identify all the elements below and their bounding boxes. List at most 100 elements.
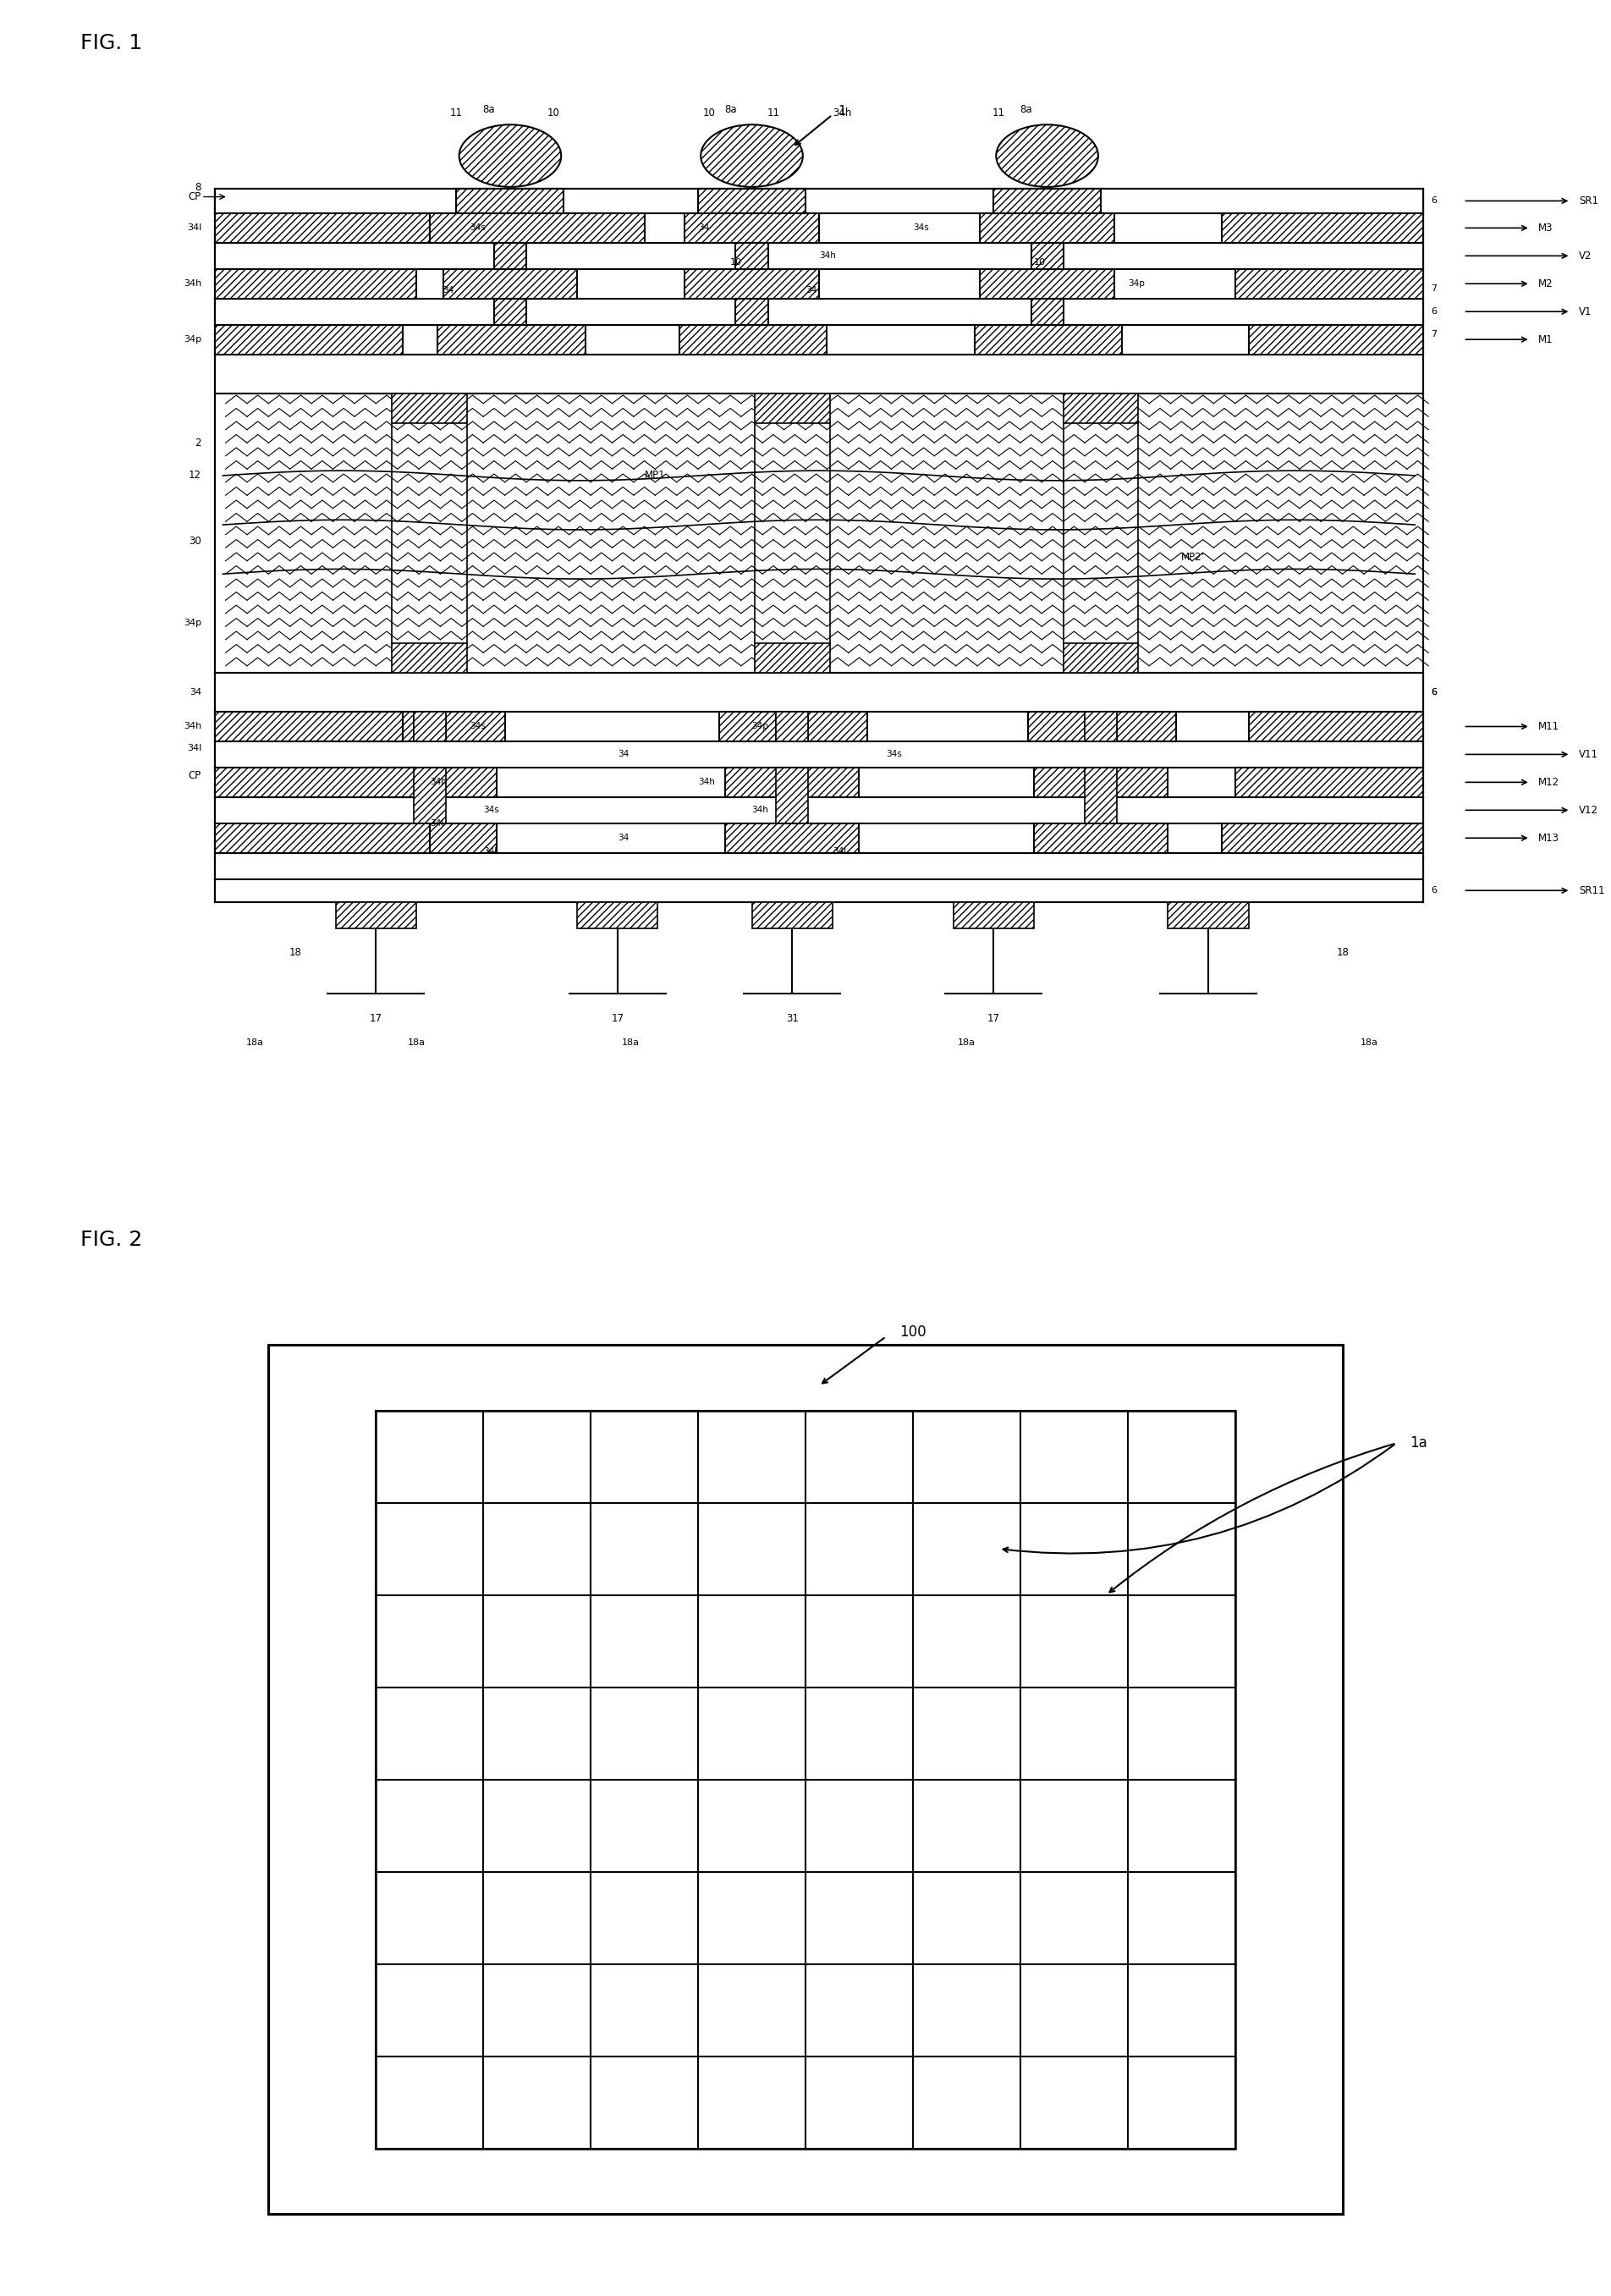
Bar: [335, 902, 416, 928]
Text: 34s: 34s: [470, 223, 487, 232]
Text: 18: 18: [288, 948, 301, 957]
Bar: [577, 902, 657, 928]
Bar: [1084, 712, 1116, 742]
Bar: [214, 673, 1423, 902]
Bar: [358, 712, 504, 742]
Bar: [443, 269, 577, 298]
Bar: [1063, 643, 1139, 673]
Text: 34p: 34p: [1128, 280, 1144, 287]
Bar: [685, 214, 818, 243]
Bar: [269, 1345, 1342, 2213]
Bar: [430, 214, 644, 243]
Text: 18a: 18a: [1360, 1038, 1379, 1047]
Bar: [214, 673, 1423, 712]
Text: M11: M11: [1539, 721, 1559, 732]
Text: 18a: 18a: [408, 1038, 425, 1047]
Text: 11: 11: [992, 108, 1005, 119]
Bar: [736, 243, 768, 269]
Text: V1: V1: [1579, 305, 1592, 317]
Text: 18a: 18a: [622, 1038, 640, 1047]
Bar: [362, 767, 496, 797]
Bar: [214, 742, 1423, 767]
Bar: [1236, 269, 1423, 298]
Text: 34: 34: [190, 689, 201, 696]
Text: 10: 10: [702, 108, 715, 119]
Bar: [456, 188, 564, 214]
Bar: [1084, 767, 1116, 824]
Text: MP2': MP2': [1181, 551, 1205, 563]
Text: 34p: 34p: [184, 335, 201, 344]
Bar: [725, 824, 859, 852]
Text: 34: 34: [443, 287, 454, 294]
Bar: [214, 712, 403, 742]
Bar: [1063, 393, 1139, 422]
Text: 1a: 1a: [1410, 1435, 1427, 1451]
Bar: [685, 269, 818, 298]
Text: 34l: 34l: [187, 744, 201, 753]
Text: 34l: 34l: [833, 847, 846, 856]
Text: FIG. 2: FIG. 2: [81, 1231, 142, 1251]
Bar: [214, 824, 430, 852]
Text: 11: 11: [449, 108, 462, 119]
Text: 2: 2: [195, 436, 201, 448]
Bar: [979, 214, 1115, 243]
Bar: [954, 902, 1034, 928]
Bar: [736, 298, 768, 324]
Text: 34l: 34l: [483, 847, 498, 856]
Bar: [680, 324, 826, 354]
Bar: [495, 298, 527, 324]
Text: 17: 17: [611, 1013, 623, 1024]
Bar: [994, 188, 1100, 214]
Text: M2: M2: [1539, 278, 1553, 289]
Bar: [414, 712, 446, 742]
Bar: [214, 767, 416, 797]
Text: 18a: 18a: [957, 1038, 976, 1047]
Bar: [214, 188, 1423, 354]
Text: 10: 10: [730, 257, 743, 266]
Text: V11: V11: [1579, 748, 1598, 760]
Bar: [438, 324, 585, 354]
Text: 34s: 34s: [470, 723, 487, 730]
Text: M1: M1: [1539, 333, 1553, 344]
Bar: [214, 188, 1423, 214]
Text: 17: 17: [988, 1013, 1000, 1024]
Bar: [214, 269, 416, 298]
Bar: [214, 797, 1423, 824]
Bar: [1249, 712, 1423, 742]
Text: MP1: MP1: [644, 471, 665, 482]
Text: 34: 34: [698, 223, 709, 232]
Text: 1: 1: [838, 106, 846, 117]
Text: CP: CP: [188, 769, 201, 781]
Bar: [1028, 712, 1176, 742]
Bar: [214, 324, 403, 354]
Text: 34h: 34h: [752, 806, 768, 815]
Text: V12: V12: [1579, 804, 1598, 815]
Text: 31: 31: [786, 1013, 799, 1024]
Bar: [1034, 767, 1168, 797]
Bar: [1034, 824, 1168, 852]
Text: 34h: 34h: [698, 778, 715, 788]
Bar: [1031, 243, 1063, 269]
Bar: [979, 269, 1115, 298]
Text: 6: 6: [1431, 689, 1437, 696]
Text: M3: M3: [1539, 223, 1553, 234]
Bar: [1221, 824, 1423, 852]
Text: 6: 6: [1431, 308, 1437, 317]
Bar: [391, 393, 467, 422]
Bar: [777, 714, 809, 742]
Text: 17: 17: [369, 1013, 382, 1024]
Text: 34: 34: [617, 751, 628, 758]
Bar: [777, 712, 809, 742]
Text: 6: 6: [1431, 886, 1437, 895]
Bar: [391, 643, 467, 673]
Ellipse shape: [701, 124, 802, 186]
Bar: [214, 393, 1423, 673]
Text: 11: 11: [767, 108, 780, 119]
Bar: [1084, 714, 1116, 742]
Bar: [375, 1410, 1236, 2149]
Bar: [414, 767, 446, 824]
Bar: [214, 243, 1423, 269]
Text: FIG. 1: FIG. 1: [81, 32, 142, 53]
Ellipse shape: [996, 124, 1099, 186]
Bar: [414, 714, 446, 742]
